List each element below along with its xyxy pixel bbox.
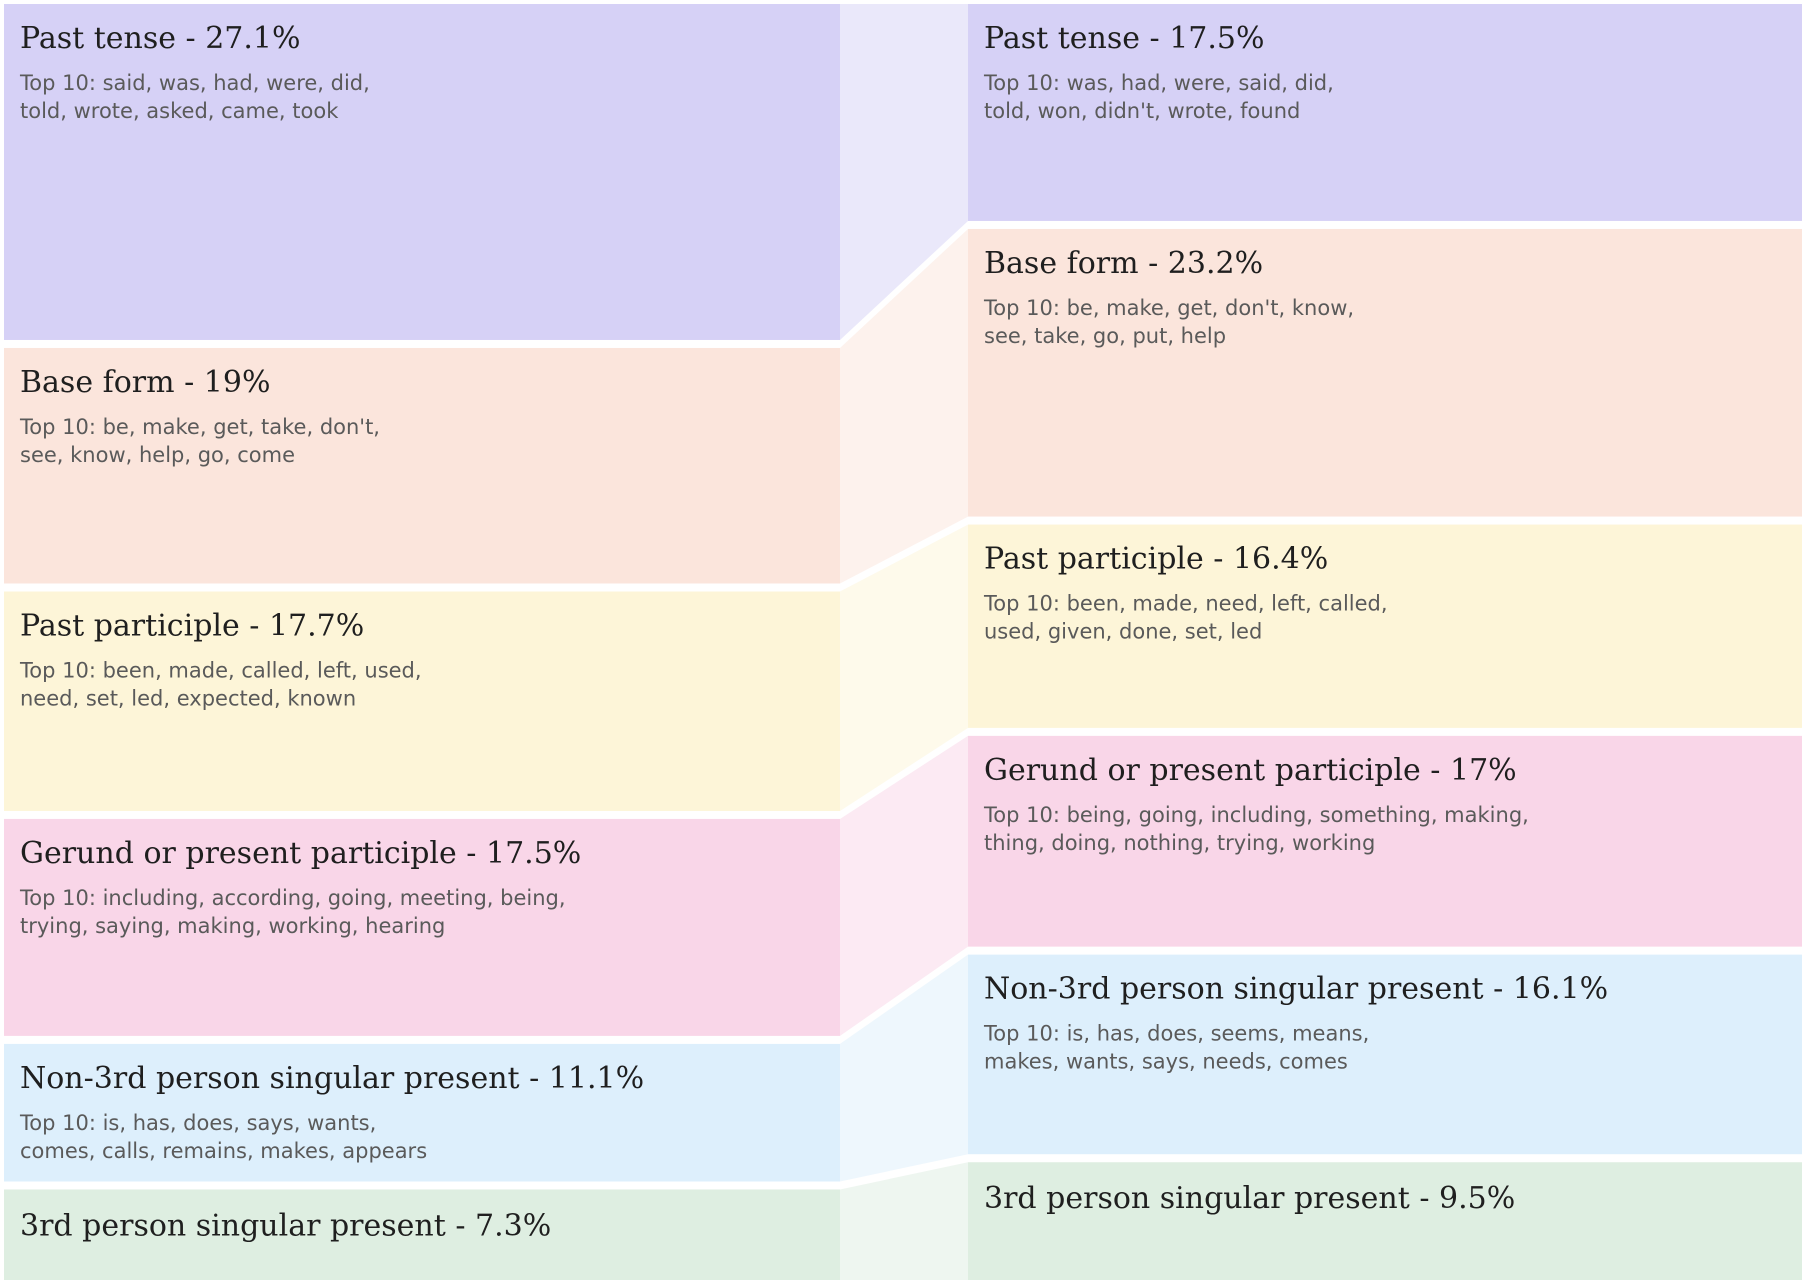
left-block-gerund-or-present-participle-top10-line-2: trying, saying, making, working, hearing: [20, 914, 445, 938]
right-block-gerund-or-present-participle-top10-line-1: Top 10: being, going, including, somethi…: [983, 803, 1529, 827]
right-block-base-form: Base form - 23.2% Top 10: be, make, get, …: [968, 228, 1802, 517]
right-block-past-tense-label: Past tense - 17.5%: [984, 21, 1265, 56]
left-block-base-form-bar: [4, 347, 840, 584]
left-block-past-participle-label: Past participle - 17.7%: [20, 609, 364, 644]
right-block-past-participle-top10-line-1: Top 10: been, made, need, left, called,: [983, 592, 1388, 616]
right-block-gerund-or-present-participle-top10-line-2: thing, doing, nothing, trying, working: [984, 831, 1375, 855]
right-block-past-tense-bar: [968, 4, 1802, 221]
left-block-base-form-top10-line-2: see, know, help, go, come: [20, 443, 295, 467]
right-block-past-participle-bar: [968, 524, 1802, 728]
right-block-3rd-person-singular-present-label: 3rd person singular present - 9.5%: [984, 1181, 1515, 1216]
right-block-past-participle: Past participle - 16.4% Top 10: been, mad…: [968, 524, 1802, 728]
left-block-3rd-person-singular-present-bar: [4, 1189, 840, 1280]
left-block-3rd-person-singular-present-label: 3rd person singular present - 7.3%: [20, 1209, 551, 1244]
left-block-gerund-or-present-participle-top10-line-1: Top 10: including, according, going, mee…: [19, 886, 566, 910]
right-block-non-3rd-person-singular-present-bar: [968, 954, 1802, 1155]
left-block-past-tense: Past tense - 27.1% Top 10: said, was, had…: [4, 4, 840, 340]
left-block-non-3rd-person-singular-present-label: Non-3rd person singular present - 11.1%: [20, 1061, 644, 1096]
right-block-past-tense-top10-line-2: told, won, didn't, wrote, found: [984, 99, 1300, 123]
right-block-past-tense: Past tense - 17.5% Top 10: was, had, were…: [968, 4, 1802, 221]
right-block-non-3rd-person-singular-present-top10-line-2: makes, wants, says, needs, comes: [984, 1050, 1348, 1074]
left-block-past-participle-bar: [4, 591, 840, 811]
left-block-non-3rd-person-singular-present-bar: [4, 1043, 840, 1182]
flow-link-past-tense: [840, 4, 968, 340]
right-block-past-participle-label: Past participle - 16.4%: [984, 542, 1328, 577]
right-block-non-3rd-person-singular-present-label: Non-3rd person singular present - 16.1%: [984, 972, 1608, 1007]
right-column: Past tense - 17.5% Top 10: was, had, were…: [968, 4, 1802, 1280]
left-block-past-participle-top10-line-2: need, set, led, expected, known: [20, 687, 356, 711]
left-block-base-form-top10-line-1: Top 10: be, make, get, take, don't,: [19, 415, 380, 439]
left-block-past-tense-bar: [4, 4, 840, 340]
flow-links: [840, 4, 968, 1280]
left-block-non-3rd-person-singular-present-top10-line-1: Top 10: is, has, does, says, wants,: [19, 1111, 376, 1135]
left-column: Past tense - 27.1% Top 10: said, was, had…: [4, 4, 840, 1280]
left-block-past-tense-top10-line-2: told, wrote, asked, came, took: [20, 99, 339, 123]
left-block-past-participle: Past participle - 17.7% Top 10: been, mad…: [4, 591, 840, 811]
right-block-base-form-top10-line-2: see, take, go, put, help: [984, 324, 1226, 348]
right-block-gerund-or-present-participle: Gerund or present participle - 17% Top 10…: [968, 735, 1802, 947]
right-block-base-form-label: Base form - 23.2%: [984, 246, 1263, 281]
left-block-3rd-person-singular-present: 3rd person singular present - 7.3%: [4, 1189, 840, 1280]
left-block-non-3rd-person-singular-present-top10-line-2: comes, calls, remains, makes, appears: [20, 1139, 427, 1163]
left-block-past-tense-label: Past tense - 27.1%: [20, 21, 301, 56]
right-block-3rd-person-singular-present: 3rd person singular present - 9.5%: [968, 1162, 1802, 1280]
right-block-gerund-or-present-participle-label: Gerund or present participle - 17%: [984, 753, 1517, 788]
right-block-past-participle-top10-line-2: used, given, done, set, led: [984, 620, 1262, 644]
flow-link-3rd-person-singular-present: [840, 1162, 968, 1280]
left-block-past-tense-top10-line-1: Top 10: said, was, had, were, did,: [19, 71, 370, 95]
flow-link-base-form: [840, 228, 968, 584]
left-block-past-participle-top10-line-1: Top 10: been, made, called, left, used,: [19, 659, 422, 683]
left-block-base-form: Base form - 19% Top 10: be, make, get, ta…: [4, 347, 840, 584]
flow-link-non-3rd-person-singular-present: [840, 954, 968, 1182]
left-block-gerund-or-present-participle-bar: [4, 818, 840, 1036]
flow-link-gerund-or-present-participle: [840, 735, 968, 1036]
right-block-base-form-top10-line-1: Top 10: be, make, get, don't, know,: [983, 296, 1354, 320]
left-block-gerund-or-present-participle: Gerund or present participle - 17.5% Top …: [4, 818, 840, 1036]
right-block-non-3rd-person-singular-present-top10-line-1: Top 10: is, has, does, seems, means,: [983, 1022, 1369, 1046]
flow-link-past-participle: [840, 524, 968, 811]
right-block-past-tense-top10-line-1: Top 10: was, had, were, said, did,: [983, 71, 1334, 95]
left-block-base-form-label: Base form - 19%: [20, 365, 270, 400]
left-block-non-3rd-person-singular-present: Non-3rd person singular present - 11.1% T…: [4, 1043, 840, 1182]
right-block-base-form-bar: [968, 228, 1802, 517]
right-block-gerund-or-present-participle-bar: [968, 735, 1802, 947]
right-block-3rd-person-singular-present-bar: [968, 1162, 1802, 1280]
right-block-non-3rd-person-singular-present: Non-3rd person singular present - 16.1% T…: [968, 954, 1802, 1155]
left-block-gerund-or-present-participle-label: Gerund or present participle - 17.5%: [20, 836, 581, 871]
